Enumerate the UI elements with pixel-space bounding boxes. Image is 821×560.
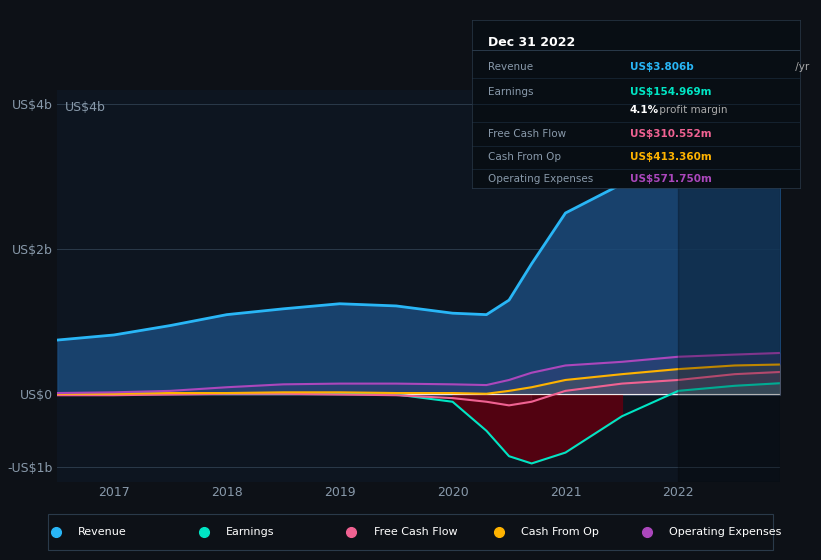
Bar xyxy=(48,514,773,550)
Text: Operating Expenses: Operating Expenses xyxy=(488,174,594,184)
Text: /yr: /yr xyxy=(792,62,810,72)
Text: US$4b: US$4b xyxy=(65,101,106,114)
Text: Cash From Op: Cash From Op xyxy=(521,527,599,537)
Text: profit margin: profit margin xyxy=(656,105,727,115)
Text: Free Cash Flow: Free Cash Flow xyxy=(374,527,457,537)
Text: US$3.806b: US$3.806b xyxy=(630,62,694,72)
Text: Free Cash Flow: Free Cash Flow xyxy=(488,129,566,139)
Text: Earnings: Earnings xyxy=(226,527,274,537)
Text: Dec 31 2022: Dec 31 2022 xyxy=(488,36,576,49)
Text: US$571.750m: US$571.750m xyxy=(630,174,712,184)
Text: US$413.360m: US$413.360m xyxy=(630,152,712,162)
Text: US$310.552m: US$310.552m xyxy=(630,129,711,139)
Text: Operating Expenses: Operating Expenses xyxy=(669,527,782,537)
Bar xyxy=(678,90,780,482)
Text: Revenue: Revenue xyxy=(78,527,126,537)
Text: Cash From Op: Cash From Op xyxy=(488,152,562,162)
Text: Earnings: Earnings xyxy=(488,87,534,97)
Text: Revenue: Revenue xyxy=(488,62,534,72)
Text: US$154.969m: US$154.969m xyxy=(630,87,711,97)
Text: 4.1%: 4.1% xyxy=(630,105,658,115)
